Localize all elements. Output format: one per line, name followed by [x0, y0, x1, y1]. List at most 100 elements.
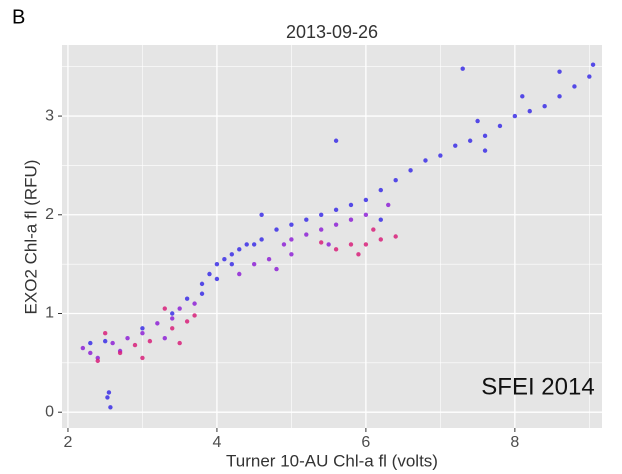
x-tick-label: 6 [361, 434, 370, 451]
point [140, 355, 145, 361]
point [103, 338, 108, 344]
point [363, 197, 369, 203]
point [520, 94, 525, 99]
point [497, 123, 503, 129]
point [237, 247, 242, 252]
point [289, 252, 294, 257]
point [542, 104, 547, 109]
point [170, 316, 175, 321]
point [348, 202, 354, 208]
point [251, 261, 257, 267]
x-axis-label: Turner 10-AU Chl-a fl (volts) [226, 451, 438, 470]
point [274, 266, 279, 272]
point [184, 296, 190, 301]
y-tick-label: 0 [45, 403, 54, 420]
point [482, 133, 488, 139]
point [572, 84, 577, 89]
point [408, 168, 413, 173]
point [348, 217, 354, 222]
point [155, 321, 160, 326]
x-tick-label: 2 [64, 434, 73, 451]
point [214, 261, 220, 267]
point [356, 252, 361, 257]
point [557, 69, 562, 74]
point [132, 342, 138, 348]
point [333, 222, 339, 227]
point [482, 148, 488, 153]
point [266, 257, 272, 262]
point [237, 271, 242, 277]
point [140, 331, 145, 336]
point [423, 158, 428, 163]
point [348, 242, 354, 247]
x-tick-label: 8 [510, 434, 519, 451]
point [184, 319, 190, 324]
point [378, 237, 383, 242]
point [244, 242, 249, 247]
point [393, 178, 398, 183]
point [289, 237, 294, 242]
point [460, 66, 465, 71]
point [207, 271, 212, 277]
point [386, 202, 391, 208]
point [162, 306, 167, 311]
point [88, 340, 93, 346]
point [214, 276, 220, 282]
point [281, 242, 287, 247]
point [557, 94, 562, 99]
point [251, 242, 257, 247]
point [108, 405, 113, 410]
point [140, 326, 145, 331]
point [319, 212, 324, 217]
point [512, 113, 518, 119]
point [110, 340, 115, 346]
y-tick-label: 2 [45, 206, 54, 223]
point [147, 338, 153, 344]
plot-background [62, 45, 602, 428]
point [170, 326, 175, 331]
point [587, 74, 592, 79]
point [304, 232, 309, 237]
point [289, 222, 294, 227]
point [259, 237, 264, 242]
point [527, 108, 532, 114]
point [199, 291, 205, 296]
point [177, 306, 182, 311]
point [125, 335, 130, 341]
point [319, 240, 324, 245]
point [162, 335, 167, 341]
point [467, 138, 473, 143]
annotation: SFEI 2014 [481, 373, 594, 400]
y-axis-label: EXO2 Chl-a fl (RFU) [21, 160, 40, 315]
point [319, 227, 324, 232]
y-tick-label: 1 [45, 305, 54, 322]
point [259, 212, 264, 217]
point [229, 252, 235, 257]
point [378, 187, 383, 193]
point [378, 217, 383, 222]
point [333, 138, 339, 143]
point [222, 257, 227, 262]
point [170, 311, 175, 316]
point [333, 207, 339, 213]
panel-label: B [12, 6, 25, 28]
point [177, 340, 182, 346]
point [333, 247, 339, 252]
point [103, 331, 108, 336]
point [453, 143, 458, 148]
point [363, 212, 369, 217]
chart-title: 2013-09-26 [286, 22, 378, 42]
point [363, 242, 369, 247]
point [475, 118, 480, 124]
point [274, 227, 279, 232]
point [80, 345, 86, 351]
point [393, 234, 398, 239]
point [326, 242, 331, 247]
point [371, 227, 376, 232]
point [590, 62, 596, 67]
point [117, 350, 123, 356]
point [438, 153, 443, 158]
point [304, 217, 309, 222]
point [88, 350, 93, 356]
